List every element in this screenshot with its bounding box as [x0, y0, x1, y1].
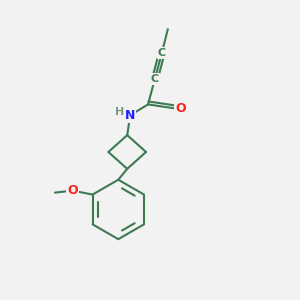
- Text: O: O: [68, 184, 78, 197]
- Text: H: H: [115, 107, 124, 117]
- Text: N: N: [125, 109, 135, 122]
- Text: C: C: [158, 48, 166, 58]
- Text: O: O: [176, 102, 186, 115]
- Text: C: C: [151, 74, 159, 84]
